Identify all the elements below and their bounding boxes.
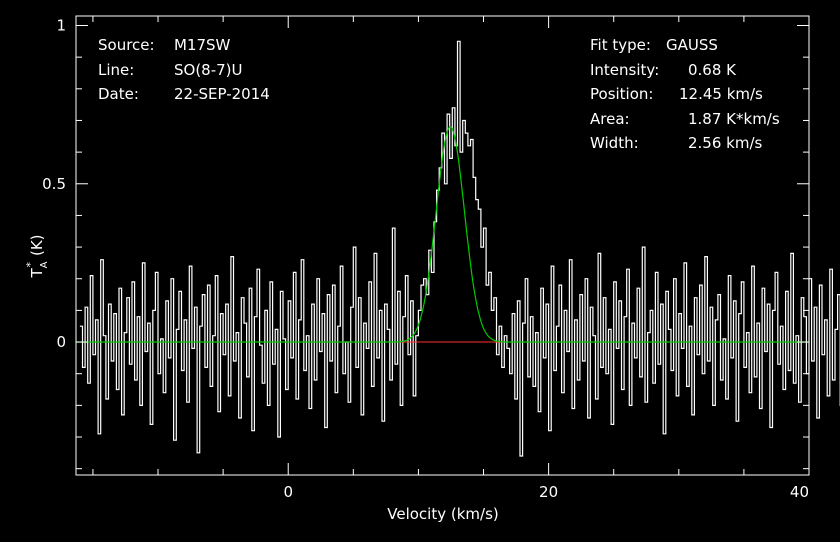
info-right-key: Position: bbox=[590, 85, 653, 103]
y-axis-label-sub: A bbox=[39, 261, 50, 268]
info-left-value: 22-SEP-2014 bbox=[174, 85, 270, 103]
info-right-value: 12.45 km/s bbox=[679, 85, 763, 103]
y-tick-label: 1 bbox=[56, 16, 66, 34]
y-axis-label: TA* (K) bbox=[24, 234, 50, 278]
y-tick-label: 0 bbox=[56, 333, 66, 351]
info-right-value: 2.56 km/s bbox=[688, 134, 763, 152]
axes: 0 20 40 0 0.5 1 bbox=[42, 15, 810, 501]
y-tick-label: 0.5 bbox=[42, 175, 66, 193]
info-right-value: 0.68 K bbox=[688, 61, 737, 79]
info-block-left: Source: M17SW Line: SO(8-7)U Date: 22-SE… bbox=[98, 36, 270, 103]
plot-frame bbox=[75, 15, 810, 476]
info-left-key: Source: bbox=[98, 36, 155, 54]
info-right-key: Intensity: bbox=[590, 61, 659, 79]
info-block-right: Fit type: GAUSS Intensity: 0.68 K Positi… bbox=[590, 36, 780, 152]
x-axis-label: Velocity (km/s) bbox=[387, 505, 498, 523]
info-left-value: SO(8-7)U bbox=[174, 61, 243, 79]
info-right-value: GAUSS bbox=[666, 36, 718, 54]
y-axis-label-symbol: T bbox=[28, 268, 46, 279]
info-right-key: Area: bbox=[590, 110, 630, 128]
info-left-key: Date: bbox=[98, 85, 139, 103]
x-tick-label: 0 bbox=[283, 483, 293, 501]
x-tick-label: 40 bbox=[790, 483, 809, 501]
info-left-value: M17SW bbox=[174, 36, 231, 54]
y-axis-label-unit: (K) bbox=[28, 234, 46, 256]
plot-area bbox=[76, 40, 840, 457]
info-left-key: Line: bbox=[98, 61, 134, 79]
info-right-value: 1.87 K*km/s bbox=[688, 110, 780, 128]
info-right-key: Fit type: bbox=[590, 36, 651, 54]
info-right-key: Width: bbox=[590, 134, 639, 152]
x-tick-label: 20 bbox=[539, 483, 558, 501]
spectrum-series bbox=[79, 40, 840, 457]
y-axis-label-sup: * bbox=[24, 262, 37, 268]
gaussian-fit-curve bbox=[76, 126, 809, 343]
